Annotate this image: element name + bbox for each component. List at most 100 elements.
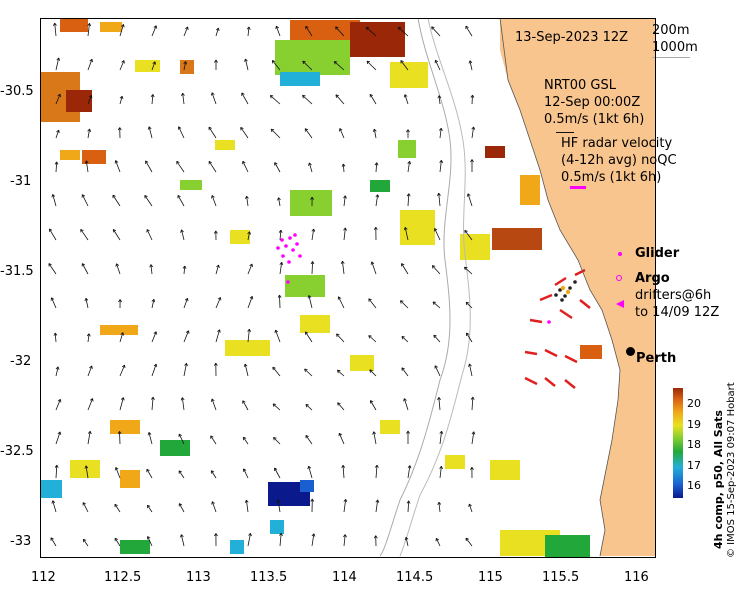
current-arrow (151, 25, 157, 37)
current-arrowhead (369, 93, 374, 98)
coastline (499, 17, 621, 557)
current-arrow (247, 26, 250, 37)
current-arrowhead (400, 60, 404, 64)
current-arrow (55, 129, 60, 139)
current-arrowhead (153, 363, 158, 368)
colorbar-title: 4h comp, p50, All Sats (712, 410, 725, 549)
current-arrow (49, 228, 57, 241)
current-arrowhead (82, 538, 87, 543)
current-arrow (87, 23, 90, 37)
current-arrow (405, 537, 409, 547)
current-arrowhead (57, 431, 62, 435)
current-arrowhead (184, 297, 189, 302)
current-arrowhead (366, 60, 370, 65)
current-arrowhead (431, 26, 435, 30)
current-arrowhead (249, 295, 254, 300)
current-arrowhead (217, 297, 222, 301)
current-arrowhead (375, 194, 380, 198)
current-arrowhead (468, 60, 473, 64)
current-arrow (51, 297, 57, 309)
current-arrowhead (120, 397, 125, 401)
current-arrow (434, 365, 441, 377)
current-arrow (335, 94, 345, 105)
current-arrowhead (468, 363, 472, 367)
current-arrow (180, 534, 185, 547)
current-arrow (279, 295, 281, 309)
current-arrowhead (310, 498, 315, 502)
current-arrow (145, 160, 153, 173)
current-arrow (87, 128, 90, 139)
current-arrowhead (400, 300, 404, 304)
current-arrowhead (432, 301, 437, 305)
current-arrowhead (465, 25, 469, 30)
current-arrowhead (153, 331, 158, 335)
isobath-1000m (379, 17, 452, 557)
current-arrow (304, 128, 313, 139)
current-arrowhead (178, 503, 183, 507)
current-arrow (308, 162, 313, 173)
current-arrow (278, 197, 281, 207)
current-arrowhead (401, 263, 405, 267)
current-arrowhead (305, 435, 309, 439)
current-arrowhead (406, 129, 410, 133)
current-arrowhead (50, 537, 54, 541)
current-arrow (146, 229, 153, 241)
sst-patches (40, 18, 602, 557)
current-arrow (211, 398, 217, 411)
current-arrowhead (274, 329, 279, 334)
current-arrowhead (437, 501, 442, 506)
current-arrowhead (308, 162, 312, 166)
current-arrow (407, 465, 411, 479)
current-arrowhead (401, 336, 405, 340)
current-arrow (215, 27, 219, 37)
current-arrowhead (406, 430, 410, 434)
current-arrow (337, 402, 345, 411)
current-arrowhead (51, 500, 56, 504)
current-arrowhead (470, 466, 474, 471)
current-arrow (55, 57, 60, 71)
current-arrowhead (302, 60, 306, 65)
current-arrow (242, 161, 249, 173)
current-arrowhead (178, 433, 182, 438)
current-arrow (336, 333, 345, 343)
current-arrow (401, 367, 409, 377)
current-arrow (182, 93, 185, 105)
current-arrow (210, 470, 217, 479)
drifter-legend-line-1: drifters@6h (635, 288, 712, 303)
current-arrow (211, 92, 217, 105)
current-arrowhead (271, 60, 276, 64)
current-arrowhead (243, 363, 248, 368)
x-tick-label: 113.5 (250, 570, 288, 585)
current-arrowhead (215, 27, 220, 31)
current-arrow (50, 537, 57, 547)
current-arrowhead (374, 162, 379, 166)
current-arrow (115, 160, 121, 173)
current-arrowhead (57, 93, 61, 98)
current-arrowhead (177, 195, 181, 199)
current-arrow (55, 366, 59, 377)
current-arrowhead (434, 365, 438, 369)
current-arrow (151, 397, 154, 411)
current-arrow (151, 331, 157, 343)
hf-legend-line-2: (4-12h avg) noQC (561, 153, 677, 168)
current-arrowhead (120, 332, 124, 336)
current-arrowhead (86, 333, 91, 337)
current-arrowhead (275, 25, 279, 30)
current-arrow (148, 432, 153, 445)
current-arrowhead (403, 94, 408, 98)
current-arrow (342, 261, 345, 275)
hf-radar-arrows (524, 268, 591, 389)
current-arrowhead (279, 532, 283, 536)
current-arrow (271, 60, 281, 71)
glider-positions (276, 233, 551, 324)
model-legend-line-3: 0.5m/s (1kt 6h) (544, 112, 645, 127)
current-arrowhead (305, 331, 309, 335)
current-arrow (407, 161, 410, 173)
current-arrowhead (272, 366, 276, 371)
current-arrowhead (121, 364, 126, 369)
current-arrowhead (242, 436, 247, 441)
current-arrow (401, 263, 409, 275)
current-arrowhead (112, 194, 116, 199)
current-arrow (279, 230, 282, 241)
